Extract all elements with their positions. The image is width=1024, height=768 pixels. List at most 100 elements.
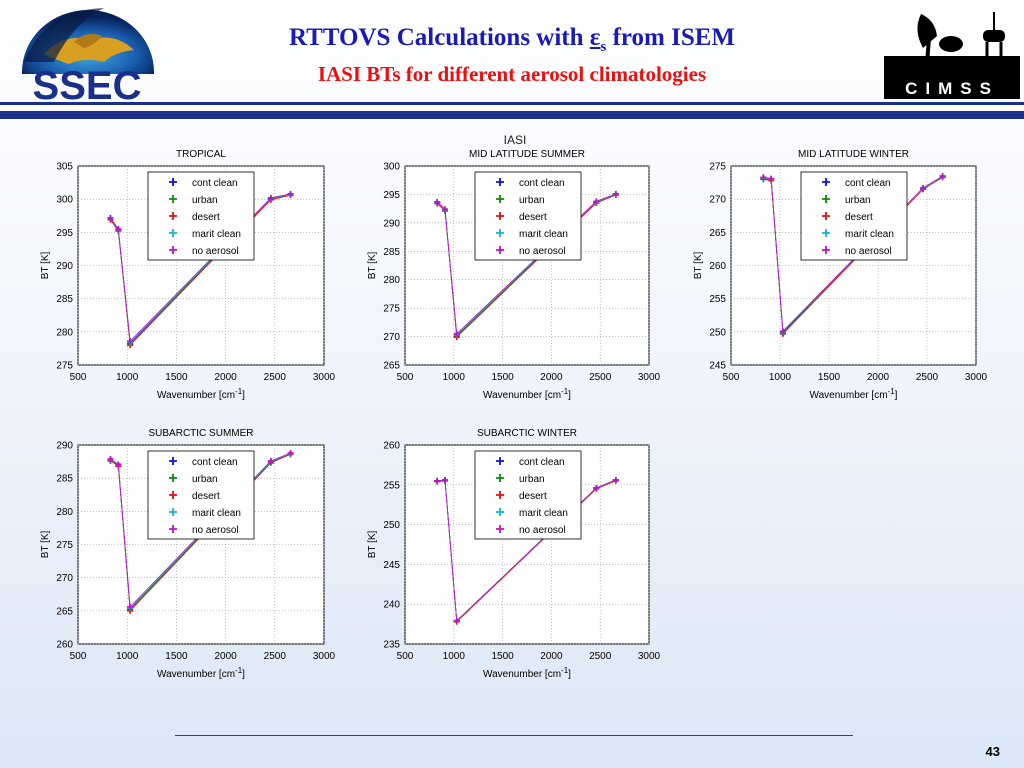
y-axis-label: BT [K] <box>40 530 51 558</box>
legend-marker <box>496 246 504 254</box>
legend-marker <box>496 212 504 220</box>
legend-marker <box>169 508 177 516</box>
legend-entry: desert <box>519 212 547 223</box>
y-tick-label: 235 <box>383 640 400 651</box>
ssec-logo: SSEC <box>22 8 154 102</box>
legend-box <box>147 450 255 540</box>
x-tick-label: 3000 <box>638 651 661 662</box>
y-tick-label: 305 <box>56 162 73 173</box>
x-tick-label: 1000 <box>116 372 139 383</box>
x-axis-label: Wavenumber [cm-1] <box>157 387 245 401</box>
data-point <box>442 477 449 484</box>
data-point <box>127 338 134 345</box>
legend-marker <box>496 491 504 499</box>
y-tick-label: 270 <box>56 573 73 584</box>
data-point <box>127 603 134 610</box>
legend-marker <box>169 212 177 220</box>
y-tick-label: 260 <box>383 441 400 452</box>
legend-entry: desert <box>192 212 220 223</box>
page-number: 43 <box>985 744 1000 759</box>
x-tick-label: 2500 <box>264 651 287 662</box>
y-tick-label: 300 <box>56 195 73 206</box>
legend-entry: urban <box>192 474 218 485</box>
x-axis-label: Wavenumber [cm-1] <box>810 387 898 401</box>
legend-marker <box>822 178 830 186</box>
y-tick-label: 295 <box>56 228 73 239</box>
legend-entry: urban <box>519 195 545 206</box>
chart-1: 500 1000 1500 2000 2500 3000 265 270 275 280 285 29… <box>367 149 661 401</box>
legend-marker <box>496 457 504 465</box>
x-axis-label: Wavenumber [cm-1] <box>157 666 245 680</box>
data-point <box>939 172 946 179</box>
x-tick-label: 3000 <box>638 372 661 383</box>
chart-title: TROPICAL <box>176 149 226 160</box>
legend-marker <box>822 246 830 254</box>
data-point <box>107 214 114 221</box>
data-point <box>593 484 600 491</box>
x-tick-label: 1500 <box>818 372 841 383</box>
x-tick-label: 500 <box>397 651 414 662</box>
y-tick-label: 255 <box>709 294 726 305</box>
legend-marker <box>496 525 504 533</box>
legend-entry: marit clean <box>192 229 241 240</box>
x-tick-label: 500 <box>70 651 87 662</box>
y-tick-label: 265 <box>56 606 73 617</box>
x-tick-label: 1500 <box>491 651 514 662</box>
chart-3: 500 1000 1500 2000 2500 3000 260 265 270 275 280 28… <box>40 428 336 680</box>
x-tick-label: 1500 <box>491 372 514 383</box>
y-tick-label: 290 <box>56 261 73 272</box>
svg-text:SSEC: SSEC <box>33 64 142 102</box>
chart-0: 500 1000 1500 2000 2500 3000 275 280 285 290 295 30… <box>40 149 336 401</box>
legend-entry: no aerosol <box>845 246 892 257</box>
x-tick-label: 1000 <box>116 651 139 662</box>
legend-entry: marit clean <box>192 508 241 519</box>
legend-marker <box>496 508 504 516</box>
data-point <box>267 457 274 464</box>
y-tick-label: 270 <box>383 332 400 343</box>
x-tick-label: 1000 <box>443 372 466 383</box>
legend-entry: cont clean <box>845 178 891 189</box>
legend-entry: cont clean <box>519 178 565 189</box>
legend-entry: cont clean <box>192 457 238 468</box>
chart-title: SUBARCTIC WINTER <box>477 428 577 439</box>
x-tick-label: 1500 <box>165 651 188 662</box>
x-axis-label: Wavenumber [cm-1] <box>483 666 571 680</box>
legend-entry: cont clean <box>192 178 238 189</box>
y-tick-label: 300 <box>383 162 400 173</box>
y-tick-label: 295 <box>383 190 400 201</box>
legend-entry: no aerosol <box>519 525 566 536</box>
slide-subtitle: IASI BTs for different aerosol climatolo… <box>317 62 707 86</box>
legend-entry: desert <box>519 491 547 502</box>
legend-marker <box>169 474 177 482</box>
legend-marker <box>169 195 177 203</box>
legend-marker <box>822 195 830 203</box>
header-rule-thick <box>0 111 1024 119</box>
legend-marker <box>169 246 177 254</box>
x-tick-label: 500 <box>723 372 740 383</box>
legend-entry: no aerosol <box>519 246 566 257</box>
legend-entry: marit clean <box>845 229 894 240</box>
legend-marker <box>169 457 177 465</box>
legend-entry: urban <box>519 474 545 485</box>
legend-marker <box>496 178 504 186</box>
x-axis-label: Wavenumber [cm-1] <box>483 387 571 401</box>
data-point <box>287 449 294 456</box>
legend-entry: marit clean <box>519 508 568 519</box>
x-tick-label: 1000 <box>443 651 466 662</box>
y-tick-label: 250 <box>709 327 726 338</box>
legend-entry: no aerosol <box>192 246 239 257</box>
data-point <box>760 174 767 181</box>
legend-entry: marit clean <box>519 229 568 240</box>
y-tick-label: 265 <box>383 361 400 372</box>
x-tick-label: 2000 <box>540 651 563 662</box>
slide-header: SSEC RTTOVS Calculations with εs from IS… <box>0 0 1024 119</box>
y-tick-label: 290 <box>56 441 73 452</box>
data-point <box>920 184 927 191</box>
legend-box <box>474 171 582 261</box>
data-point <box>453 330 460 337</box>
x-tick-label: 2000 <box>867 372 890 383</box>
y-axis-label: BT [K] <box>40 251 51 279</box>
y-tick-label: 260 <box>56 640 73 651</box>
y-tick-label: 280 <box>56 327 73 338</box>
data-point <box>115 461 122 468</box>
